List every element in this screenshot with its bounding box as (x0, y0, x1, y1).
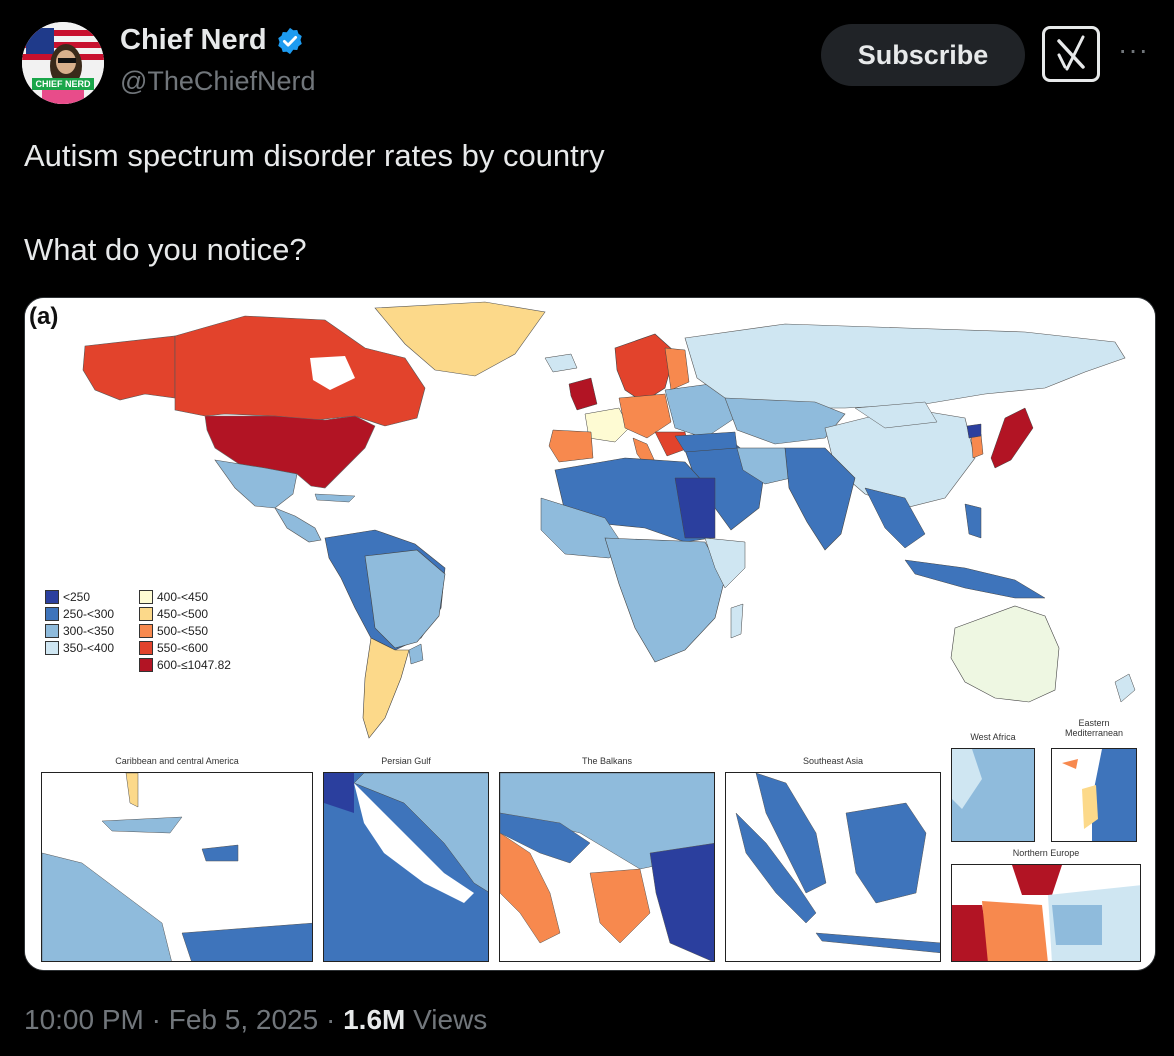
tweet-text-line1: Autism spectrum disorder rates by countr… (24, 138, 605, 173)
uk-region (568, 377, 598, 411)
inset-label-caribbean: Caribbean and central America (115, 756, 239, 766)
australia-region (950, 605, 1060, 703)
legend-label-7: 500-<550 (157, 623, 209, 638)
north-korea-region (966, 423, 982, 439)
subscribe-button[interactable]: Subscribe (821, 24, 1025, 86)
legend-label-6: 450-<500 (157, 606, 209, 621)
legend-col-1: <250 250-<300 300-<350 350-<400 (45, 588, 114, 656)
author-name-row[interactable]: Chief Nerd (120, 24, 305, 57)
tweet-meta: 10:00 PM · Feb 5, 2025 · 1.6M Views (24, 1004, 487, 1036)
inset-label-northern-europe: Northern Europe (1012, 848, 1080, 858)
argentina-region (362, 637, 410, 739)
legend-label-4: 350-<400 (63, 640, 115, 655)
south-asia-region (784, 447, 856, 551)
madagascar-region (730, 603, 744, 639)
legend-label-3: 300-<350 (63, 623, 115, 638)
kazakhstan-region (724, 397, 846, 445)
iberia-region (548, 429, 594, 463)
grok-icon[interactable] (1042, 26, 1100, 82)
new-zealand-region (1114, 673, 1136, 703)
views-label: Views (413, 1004, 488, 1035)
inset-label-balkans: The Balkans (581, 756, 633, 766)
egypt-region (674, 477, 716, 539)
verified-badge-icon (277, 27, 302, 54)
inset-persian-gulf (323, 772, 489, 962)
views-count: 1.6M (343, 1004, 406, 1035)
author-handle[interactable]: @TheChiefNerd (120, 66, 316, 96)
southeast-asia-region (864, 487, 926, 549)
philippines-region (964, 503, 982, 539)
legend-label-1: <250 (63, 589, 91, 604)
author-name[interactable]: Chief Nerd (120, 24, 267, 56)
panel-label: (a) (29, 303, 58, 330)
alaska-region (82, 335, 176, 401)
greenland-region (374, 301, 546, 377)
finland-region (664, 347, 690, 391)
iran-region (736, 447, 792, 485)
inset-label-eastern-med: Eastern Mediterranean (1064, 718, 1124, 738)
brazil-region (364, 549, 446, 649)
canada-region (174, 315, 426, 427)
hudson-bay (310, 356, 355, 390)
west-africa-region (540, 497, 626, 559)
cuba-region (314, 493, 356, 503)
usa-region (204, 415, 376, 489)
more-options-icon[interactable]: ··· (1118, 34, 1149, 65)
legend-label-8: 550-<600 (157, 640, 209, 655)
mongolia-region (854, 401, 938, 429)
avatar-logo-text: CHIEF NERD (35, 79, 91, 89)
inset-caribbean (41, 772, 313, 962)
mexico-region (214, 459, 298, 509)
inset-balkans (499, 772, 715, 962)
meta-separator-2: · (325, 1004, 336, 1035)
legend-label-9: 600-≤1047.82 (157, 657, 231, 672)
inset-northern-europe (951, 864, 1141, 962)
uruguay-region (408, 643, 424, 665)
legend-label-2: 250-<300 (63, 606, 115, 621)
inset-west-africa (951, 748, 1035, 842)
inset-label-southeast-asia: Southeast Asia (802, 756, 864, 766)
legend-col-2: 400-<450 450-<500 500-<550 550-<600 600-… (139, 588, 231, 673)
inset-label-persian-gulf: Persian Gulf (381, 756, 431, 766)
japan-region (990, 407, 1034, 469)
tweet-image[interactable]: (a) (24, 297, 1156, 971)
inset-label-west-africa: West Africa (970, 732, 1016, 742)
meta-separator: · (151, 1004, 161, 1035)
east-africa-region (704, 537, 746, 589)
tweet-date[interactable]: Feb 5, 2025 (168, 1004, 319, 1035)
inset-eastern-med (1051, 748, 1137, 842)
tweet-text-line2: What do you notice? (24, 232, 307, 267)
avatar[interactable]: CHIEF NERD (22, 22, 104, 104)
central-europe-region (618, 393, 672, 439)
iceland-region (544, 353, 578, 373)
central-america-region (274, 507, 322, 543)
inset-southeast-asia (725, 772, 941, 962)
tweet-time[interactable]: 10:00 PM (24, 1004, 144, 1035)
indonesia-region (904, 559, 1046, 599)
legend-label-5: 400-<450 (157, 589, 209, 604)
